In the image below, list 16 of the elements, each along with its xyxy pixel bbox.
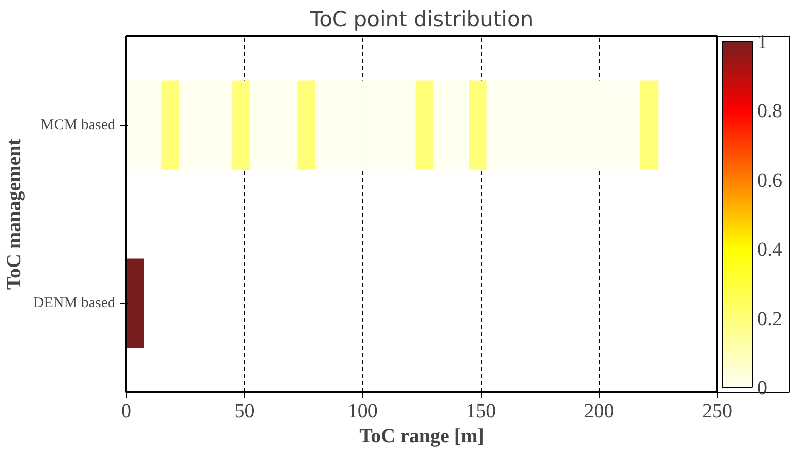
x-tick-label: 0	[122, 400, 132, 422]
y-tick-label: MCM based	[40, 118, 116, 134]
chart-title: ToC point distribution	[309, 8, 534, 32]
x-tick-label: 150	[466, 400, 496, 422]
x-tick-label: 50	[234, 400, 255, 422]
color-bar-label: 0.2	[758, 308, 782, 330]
y-tick-label: DENM based	[33, 296, 116, 312]
x-axis-title: ToC range [m]	[360, 426, 484, 448]
x-tick-label: 100	[348, 400, 378, 422]
color-bar-label: 0.4	[758, 239, 782, 262]
y-axis-title: ToC management	[3, 138, 26, 290]
color-bar-label: 0.6	[758, 170, 782, 192]
x-tick-label: 250	[702, 400, 732, 422]
color-bar-label: 0.8	[758, 100, 782, 123]
color-bar-label: 1	[758, 32, 768, 54]
x-tick-label: 200	[584, 400, 614, 422]
